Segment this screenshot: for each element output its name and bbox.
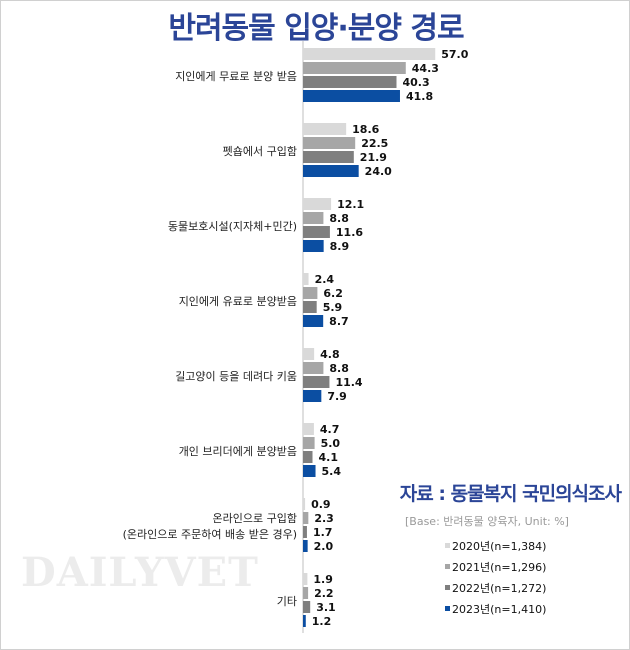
category-label: 온라인으로 구입함 <box>213 512 297 525</box>
data-label: 11.4 <box>335 376 362 389</box>
data-label: 6.2 <box>323 287 343 300</box>
bar <box>303 315 324 327</box>
bar <box>303 437 315 449</box>
legend-label: 2020년(n=1,384) <box>452 539 547 553</box>
data-label: 0.9 <box>311 498 331 511</box>
data-label: 4.1 <box>319 451 339 464</box>
bar <box>303 123 347 135</box>
category-label: 기타 <box>277 595 297 608</box>
legend-label: 2023년(n=1,410) <box>452 602 547 616</box>
bar <box>303 226 330 238</box>
category-label: 지인에게 유료로 분양받음 <box>179 295 297 308</box>
data-label: 1.2 <box>312 615 332 628</box>
bar <box>303 451 313 463</box>
bar <box>303 498 306 510</box>
data-label: 7.9 <box>327 390 347 403</box>
category-label: 개인 브리더에게 분양받음 <box>179 445 297 458</box>
legend-item: 2022년(n=1,272) <box>445 577 546 598</box>
data-label: 1.7 <box>313 526 333 539</box>
legend-swatch <box>445 564 450 569</box>
bar <box>303 240 324 252</box>
legend-swatch <box>445 543 450 548</box>
data-label: 24.0 <box>365 165 392 178</box>
data-label: 12.1 <box>337 198 364 211</box>
data-label: 4.7 <box>320 423 340 436</box>
bar <box>303 287 318 299</box>
data-label: 3.1 <box>316 601 336 614</box>
data-label: 41.8 <box>406 90 433 103</box>
data-label: 22.5 <box>361 137 388 150</box>
bar <box>303 165 359 177</box>
data-label: 11.6 <box>336 226 363 239</box>
data-label: 4.8 <box>320 348 340 361</box>
bar <box>303 76 397 88</box>
bar <box>303 348 315 360</box>
source-note: 자료 : 동물복지 국민의식조사 <box>399 483 622 505</box>
bar <box>303 615 306 627</box>
bar <box>303 301 317 313</box>
bar <box>303 48 436 60</box>
base-note: [Base: 반려동물 양육자, Unit: %] <box>405 515 569 528</box>
bar <box>303 601 311 613</box>
data-label: 18.6 <box>352 123 379 136</box>
bar <box>303 540 308 552</box>
bar <box>303 151 354 163</box>
category-label: 지인에게 무료로 분양 받음 <box>175 70 297 83</box>
data-label: 5.9 <box>323 301 343 314</box>
legend-swatch <box>445 606 450 611</box>
category-label: (온라인으로 주문하여 배송 받은 경우) <box>123 527 297 541</box>
bar <box>303 62 406 74</box>
data-label: 2.0 <box>314 540 334 553</box>
data-label: 57.0 <box>441 48 468 61</box>
data-label: 8.7 <box>329 315 349 328</box>
bar <box>303 526 307 538</box>
data-label: 8.9 <box>330 240 350 253</box>
data-label: 2.4 <box>315 273 335 286</box>
legend-swatch <box>445 585 450 590</box>
bar <box>303 573 308 585</box>
data-label: 44.3 <box>412 62 439 75</box>
bar <box>303 465 316 477</box>
data-label: 21.9 <box>360 151 387 164</box>
watermark: DAILYVET <box>21 549 259 596</box>
bar <box>303 273 309 285</box>
category-label: 동물보호시설(지자체+민간) <box>168 220 297 233</box>
data-label: 2.3 <box>314 512 334 525</box>
bar <box>303 90 400 102</box>
legend: 2020년(n=1,384) 2021년(n=1,296) 2022년(n=1,27… <box>445 535 546 619</box>
data-label: 40.3 <box>402 76 429 89</box>
bar <box>303 362 324 374</box>
data-label: 5.4 <box>322 465 342 478</box>
bar <box>303 376 330 388</box>
bar <box>303 212 324 224</box>
bar <box>303 587 309 599</box>
bar <box>303 198 332 210</box>
bar <box>303 423 314 435</box>
legend-label: 2022년(n=1,272) <box>452 581 547 595</box>
data-label: 8.8 <box>329 212 349 225</box>
bar <box>303 512 309 524</box>
chart-title: 반려동물 입양·분양 경로 <box>168 11 464 46</box>
category-label: 펫숍에서 구입함 <box>223 145 297 158</box>
data-label: 5.0 <box>321 437 341 450</box>
legend-label: 2021년(n=1,296) <box>452 560 547 574</box>
legend-item: 2020년(n=1,384) <box>445 535 546 556</box>
data-label: 1.9 <box>313 573 333 586</box>
legend-item: 2021년(n=1,296) <box>445 556 546 577</box>
legend-item: 2023년(n=1,410) <box>445 598 546 619</box>
bar <box>303 390 322 402</box>
category-label: 길고양이 등을 데려다 키움 <box>175 370 297 383</box>
data-label: 2.2 <box>314 587 334 600</box>
data-label: 8.8 <box>329 362 349 375</box>
bar <box>303 137 356 149</box>
